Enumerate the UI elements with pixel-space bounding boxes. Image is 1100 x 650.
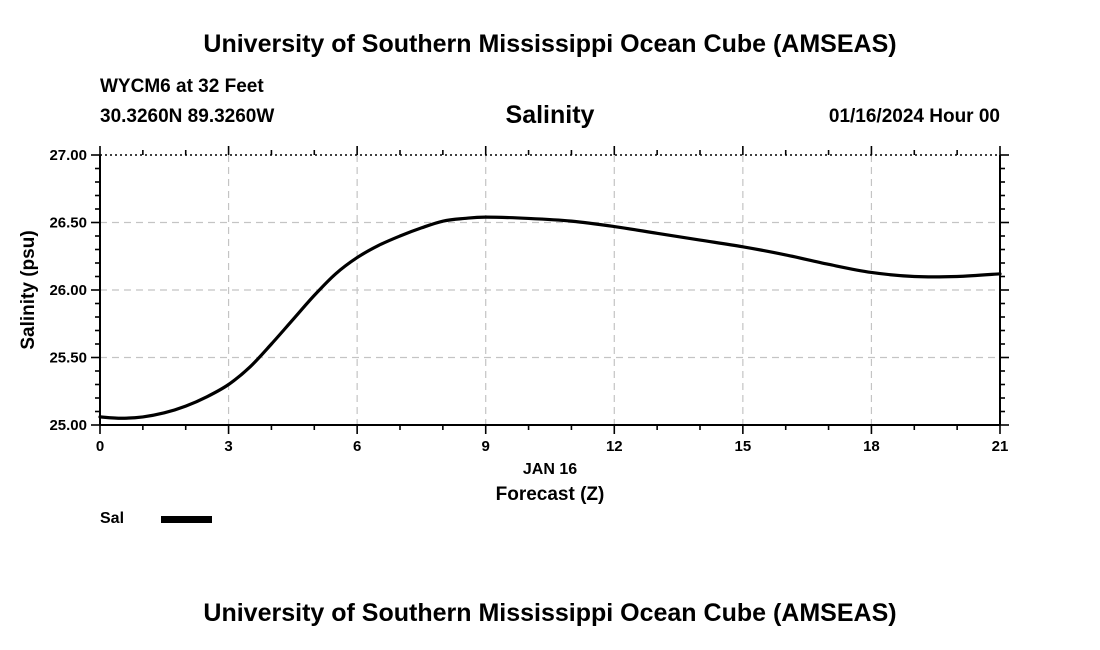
y-tick-label: 26.00 [49,282,87,299]
run-time: 01/16/2024 Hour 00 [828,106,1000,127]
page-title: University of Southern Mississippi Ocean… [203,30,897,58]
footer-title: University of Southern Mississippi Ocean… [203,599,897,627]
x-axis-label: Forecast (Z) [496,484,605,505]
station-label: WYCM6 at 32 Feet [100,76,264,97]
x-tick-label: 21 [992,438,1009,455]
x-tick-label: 0 [96,438,104,455]
x-date-label: JAN 16 [523,461,577,478]
y-tick-label: 25.00 [49,417,87,434]
y-axis-label: Salinity (psu) [18,230,39,349]
y-tick-label: 27.00 [49,147,87,164]
y-tick-label: 25.50 [49,350,87,367]
y-tick-label: 26.50 [49,215,87,232]
x-tick-label: 18 [863,438,880,455]
x-tick-label: 3 [224,438,232,455]
x-tick-label: 15 [735,438,752,455]
x-tick-label: 12 [606,438,623,455]
chart-title: Salinity [505,101,595,129]
station-coordinates: 30.3260N 89.3260W [100,106,275,127]
x-tick-label: 6 [353,438,361,455]
salinity-series-line [98,215,1002,420]
x-tick-label: 9 [482,438,490,455]
legend-label: Sal [100,510,125,527]
legend-swatch [161,516,212,523]
